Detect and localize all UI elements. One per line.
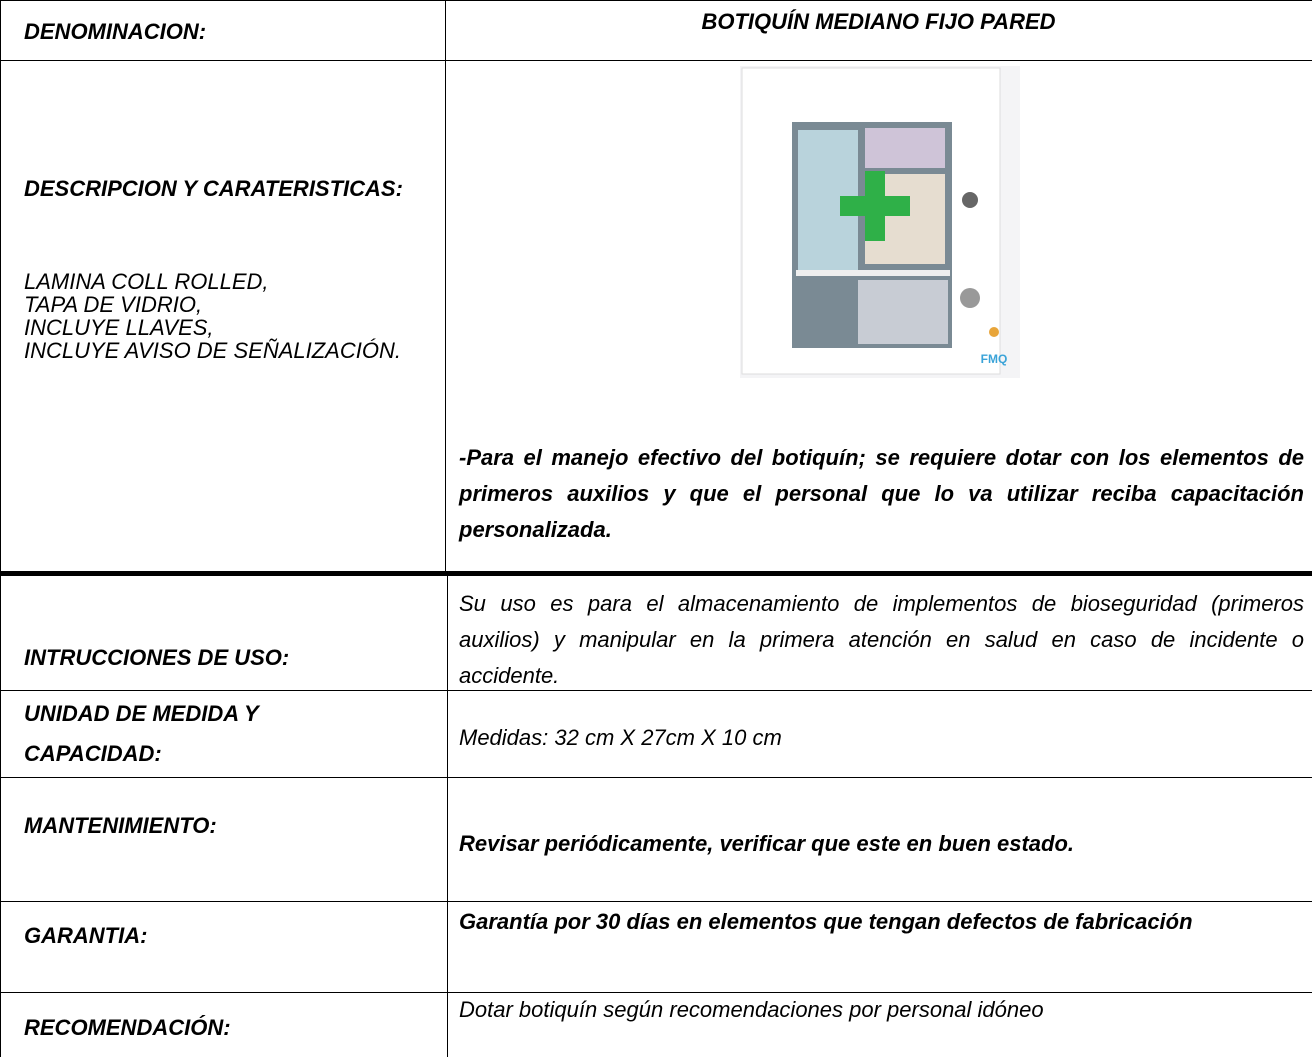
detail: TAPA DE VIDRIO,	[24, 292, 203, 317]
border	[0, 690, 1312, 691]
value: Medidas: 32 cm X 27cm X 10 cm	[459, 725, 782, 750]
lock	[962, 192, 978, 208]
cross	[865, 171, 885, 241]
label: DESCRIPCION Y CARATERISTICAS:	[24, 176, 403, 201]
border	[0, 0, 1, 1057]
border	[0, 571, 1312, 576]
logo: FMQ	[981, 352, 1008, 366]
product-image: FMQ	[740, 66, 1020, 378]
label: MANTENIMIENTO:	[24, 813, 217, 838]
border	[0, 0, 1312, 1]
border	[447, 576, 448, 1057]
border	[0, 777, 1312, 778]
details: LAMINA COLL ROLLED, TAPA DE VIDRIO, INCL…	[24, 270, 434, 362]
label: DENOMINACION:	[24, 19, 207, 44]
detail: LAMINA COLL ROLLED,	[24, 269, 269, 294]
value: Dotar botiquín según recomendaciones por…	[459, 997, 1044, 1022]
value: Su uso es para el almacenamiento de impl…	[459, 591, 1304, 688]
value: Revisar periódicamente, verificar que es…	[459, 831, 1075, 856]
value: Garantía por 30 días en elementos que te…	[459, 909, 1193, 934]
shelf-item	[865, 128, 945, 168]
label: UNIDAD DE MEDIDA Y CAPACIDAD:	[24, 701, 259, 766]
detail: INCLUYE AVISO DE SEÑALIZACIÓN.	[24, 338, 401, 363]
border	[0, 901, 1312, 902]
shelf-item	[858, 280, 948, 344]
value: -Para el manejo efectivo del botiquín; s…	[459, 445, 1304, 542]
detail: INCLUYE LLAVES,	[24, 315, 214, 340]
knob	[960, 288, 980, 308]
label: GARANTIA:	[24, 923, 148, 948]
label: RECOMENDACIÓN:	[24, 1015, 231, 1040]
border	[445, 0, 446, 571]
logo-dot	[989, 327, 999, 337]
shelf	[796, 270, 950, 276]
border	[0, 60, 1312, 61]
value: BOTIQUÍN MEDIANO FIJO PARED	[701, 9, 1056, 34]
label: INTRUCCIONES DE USO:	[24, 645, 290, 670]
border	[0, 992, 1312, 993]
